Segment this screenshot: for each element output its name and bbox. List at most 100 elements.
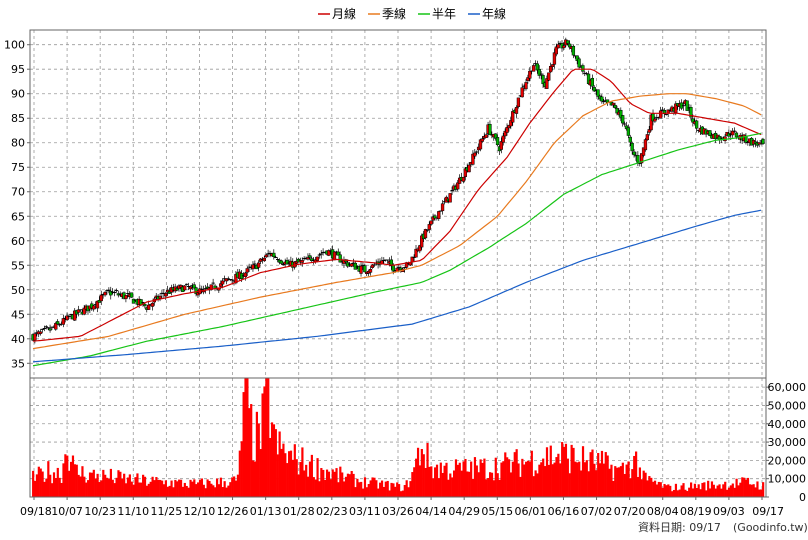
volume-bar-342 <box>680 485 683 497</box>
volume-bar-63 <box>151 476 154 497</box>
volume-bar-196 <box>403 484 406 497</box>
candle-body-34 <box>95 300 100 309</box>
volume-bar-379 <box>750 484 753 497</box>
candle-body-293 <box>586 73 591 85</box>
volume-bar-326 <box>650 477 653 497</box>
candle-body-202 <box>414 248 418 258</box>
volume-bar-97 <box>215 478 219 497</box>
volume-bar-280 <box>562 446 566 497</box>
volume-bar-32 <box>92 469 95 497</box>
candle-body-76 <box>175 287 179 291</box>
volume-tick-label-3: 30,000 <box>768 436 807 449</box>
volume-bar-205 <box>420 449 423 497</box>
volume-bar-287 <box>576 462 579 497</box>
volume-bar-236 <box>479 459 482 497</box>
candle-body-170 <box>353 262 357 270</box>
candle-body-107 <box>234 274 238 284</box>
candle-body-35 <box>97 299 102 303</box>
data-source: (Goodinfo.tw) <box>733 521 808 534</box>
date-axis-ticks: 09/18 10/07 10/23 11/10 11/25 12/10 12/26 01/13… <box>20 497 784 518</box>
volume-bar-359 <box>712 484 715 497</box>
candle-body-316 <box>630 142 634 152</box>
volume-bar-206 <box>422 454 425 497</box>
candle-body-119 <box>256 262 261 268</box>
volume-bar-9 <box>49 474 52 497</box>
candle-body-224 <box>456 182 460 190</box>
candle-body-324 <box>645 134 649 141</box>
volume-bar-357 <box>708 488 712 497</box>
candle-body-168 <box>349 263 354 267</box>
candle-body-233 <box>473 152 477 157</box>
volume-bar-150 <box>316 458 319 497</box>
candle-body-204 <box>418 245 422 252</box>
candle-body-295 <box>590 77 595 87</box>
volume-bar-226 <box>460 470 463 497</box>
volume-tick-label-5: 50,000 <box>768 399 807 412</box>
volume-bar-266 <box>536 473 539 497</box>
volume-bar-238 <box>483 458 486 497</box>
volume-bar-313 <box>625 464 628 497</box>
price-tick-label-5: 60 <box>11 235 25 248</box>
candle-body-99 <box>219 283 223 287</box>
volume-bar-361 <box>716 485 719 497</box>
volume-bar-3 <box>37 466 40 497</box>
volume-bar-211 <box>432 478 435 497</box>
volume-bar-106 <box>233 476 236 497</box>
volume-bar-126 <box>270 422 274 497</box>
volume-bar-329 <box>655 484 659 497</box>
volume-bar-259 <box>523 464 526 497</box>
volume-bar-170 <box>354 487 357 497</box>
volume-bar-385 <box>762 482 765 497</box>
price-tick-label-8: 75 <box>11 161 25 174</box>
volume-bar-203 <box>416 447 420 497</box>
volume-bar-284 <box>570 444 573 497</box>
candle-body-241 <box>488 124 492 135</box>
price-tick-label-4: 55 <box>11 259 25 272</box>
volume-bar-364 <box>722 484 725 497</box>
volume-bar-229 <box>466 471 469 497</box>
candle-body-189 <box>389 259 394 267</box>
volume-bar-253 <box>511 461 514 497</box>
volume-bar-11 <box>52 472 56 497</box>
volume-bar-160 <box>335 468 338 497</box>
volume-bar-286 <box>574 461 577 497</box>
candle-body-179 <box>370 264 375 268</box>
volume-bar-319 <box>636 476 640 497</box>
volume-bar-57 <box>140 482 143 497</box>
volume-bar-204 <box>418 465 422 497</box>
volume-bar-231 <box>470 461 473 497</box>
volume-bar-348 <box>691 488 695 497</box>
volume-bar-10 <box>51 483 54 497</box>
volume-bar-246 <box>498 479 501 497</box>
volume-bar-28 <box>85 482 88 497</box>
volume-bar-281 <box>564 443 568 497</box>
volume-bar-68 <box>160 480 164 497</box>
volume-bar-169 <box>352 473 355 497</box>
volume-bar-167 <box>348 474 351 497</box>
volume-bar-309 <box>617 467 621 497</box>
volume-bar-258 <box>521 458 524 497</box>
volume-bar-360 <box>714 488 717 497</box>
date-tick-label-18: 07/20 <box>614 505 646 518</box>
volume-bar-83 <box>189 479 192 497</box>
volume-bar-47 <box>121 478 124 497</box>
volume-bar-296 <box>593 463 596 497</box>
date-tick-label-21: 09/03 <box>713 505 745 518</box>
candle-body-18 <box>65 315 69 321</box>
volume-bar-198 <box>407 487 410 497</box>
date-tick-label-1: 10/07 <box>51 505 83 518</box>
volume-axis-ticks: 0 10,000 20,000 30,000 40,000 50,000 60,000 <box>766 381 806 504</box>
volume-bar-365 <box>724 481 727 497</box>
volume-bar-151 <box>318 481 321 497</box>
volume-bar-234 <box>475 465 478 497</box>
volume-bar-358 <box>710 481 714 497</box>
volume-bar-188 <box>388 490 391 497</box>
volume-bar-355 <box>705 490 708 497</box>
volume-bar-20 <box>69 461 73 497</box>
volume-bar-345 <box>686 491 689 497</box>
volume-bar-194 <box>399 491 403 497</box>
volume-bar-133 <box>284 453 287 497</box>
candle-body-250 <box>505 127 509 133</box>
date-tick-label-17: 07/02 <box>581 505 613 518</box>
volume-bar-61 <box>147 483 150 497</box>
